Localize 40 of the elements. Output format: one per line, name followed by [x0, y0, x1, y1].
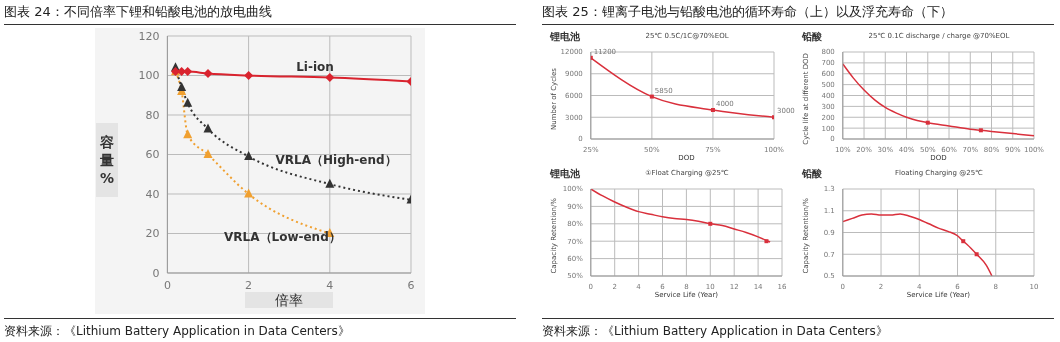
point — [183, 97, 193, 107]
y-tick-label: 20 — [145, 227, 160, 241]
point — [710, 108, 715, 112]
y-axis-title: 容量% — [99, 132, 115, 188]
line-series — [590, 189, 771, 243]
point — [590, 55, 593, 60]
y-tick-label: 100 — [138, 69, 160, 83]
x-tick-label: 0 — [163, 278, 171, 292]
chart-subtitle: 铅酸 — [802, 30, 822, 44]
line-series — [842, 213, 993, 276]
y-tick-label: 40 — [145, 187, 160, 201]
y-tick-label: 80 — [145, 108, 160, 122]
chart-subtitle: 锂电池 — [550, 167, 580, 181]
x-tick-label: 6 — [407, 278, 415, 292]
point — [203, 123, 213, 133]
point — [244, 151, 254, 161]
series-label: Li-ion — [296, 59, 334, 74]
point — [325, 178, 335, 188]
y-tick-label: 0 — [152, 266, 160, 280]
x-axis-title: 倍率 — [245, 292, 334, 308]
point — [183, 67, 193, 77]
chart-title: 图表 24：不同倍率下锂和铅酸电池的放电曲线 — [4, 3, 516, 25]
x-tick-label: 2 — [245, 278, 253, 292]
point — [177, 81, 187, 91]
y-tick-label: 60 — [145, 148, 160, 162]
x-tick-label: 4 — [326, 278, 334, 292]
point — [649, 94, 654, 99]
text: 资料来源：《Lithium Battery Application in Data Centers》 — [4, 318, 516, 340]
point — [244, 188, 254, 198]
series-label: VRLA（Low-end） — [224, 228, 341, 246]
chart-subtitle: 铅酸 — [802, 167, 822, 181]
text: 资料来源：《Lithium Battery Application in Data Centers》 — [542, 318, 1054, 340]
chart-subtitle: 锂电池 — [550, 30, 580, 44]
series-label: VRLA（High-end） — [275, 152, 397, 170]
point — [203, 69, 213, 79]
point — [244, 71, 254, 80]
text: 图表 25：锂离子电池与铅酸电池的循环寿命（上）以及浮充寿命（下） — [542, 3, 1054, 25]
point — [203, 149, 213, 159]
point — [325, 72, 335, 82]
y-tick-label: 120 — [138, 29, 160, 43]
